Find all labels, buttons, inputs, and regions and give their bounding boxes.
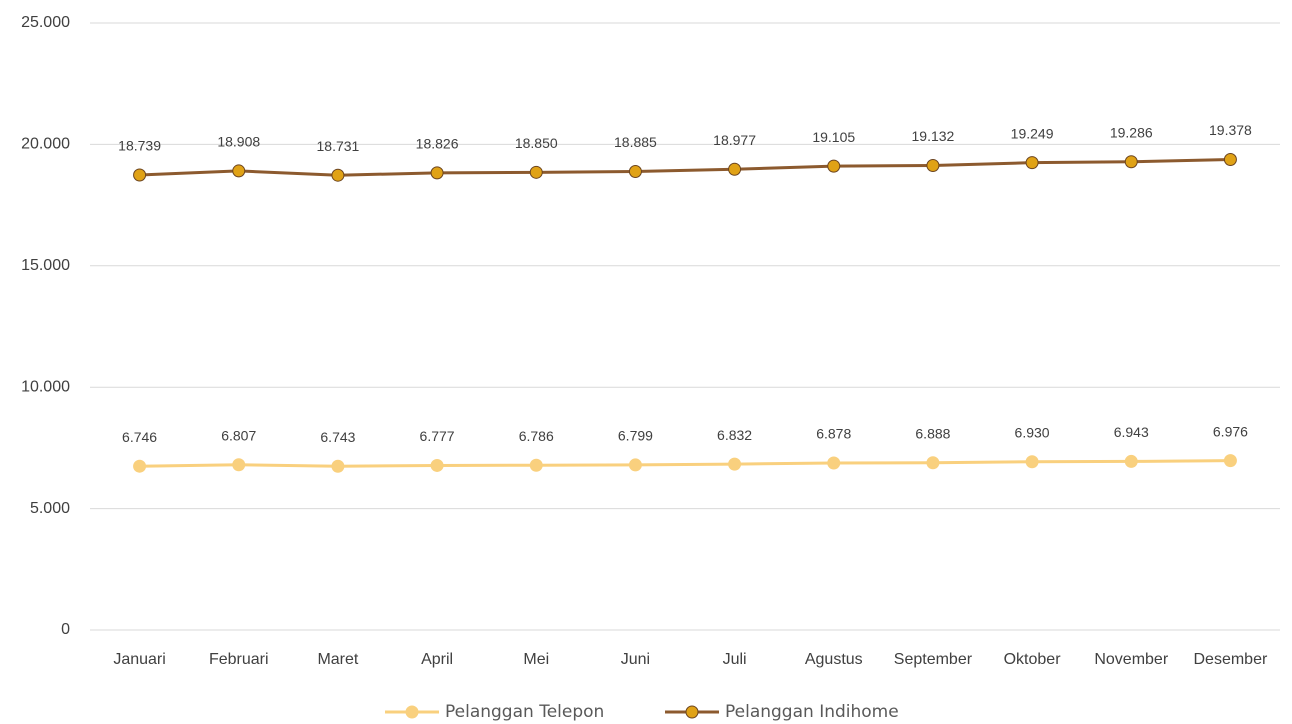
x-tick-label: Juli	[723, 651, 747, 668]
data-label: 6.930	[1015, 424, 1050, 440]
data-label: 18.850	[515, 135, 558, 151]
data-label: 6.743	[320, 429, 355, 445]
x-tick-label: Mei	[523, 651, 549, 668]
data-label: 6.878	[816, 426, 851, 442]
y-tick-label: 0	[61, 621, 70, 638]
point	[628, 164, 642, 178]
y-tick-label: 5.000	[30, 500, 70, 517]
data-label: 19.286	[1110, 124, 1153, 140]
x-tick-label: Desember	[1194, 651, 1268, 668]
x-tick-label: Januari	[113, 651, 165, 668]
legend-label: Pelanggan Indihome	[725, 702, 899, 722]
point	[628, 458, 642, 472]
x-tick-label: Maret	[317, 651, 358, 668]
data-label: 6.976	[1213, 423, 1248, 439]
data-label: 18.731	[317, 138, 360, 154]
point	[1124, 155, 1138, 169]
point	[133, 459, 147, 473]
data-label: 19.105	[812, 129, 855, 145]
point	[827, 159, 841, 173]
point	[1223, 153, 1237, 167]
x-tick-label: April	[421, 651, 453, 668]
data-label: 18.977	[713, 132, 756, 148]
data-label: 18.739	[118, 138, 161, 154]
point	[1223, 454, 1237, 468]
point	[529, 458, 543, 472]
x-tick-label: November	[1094, 651, 1168, 668]
point	[331, 168, 345, 182]
data-label: 18.826	[416, 136, 459, 152]
x-tick-label: Agustus	[805, 651, 863, 668]
data-label: 6.786	[519, 428, 554, 444]
point	[1025, 156, 1039, 170]
legend-marker	[685, 705, 699, 719]
data-label: 18.885	[614, 134, 657, 150]
point	[331, 459, 345, 473]
legend-label: Pelanggan Telepon	[445, 702, 604, 722]
series-line	[139, 158, 1231, 177]
data-label: 6.746	[122, 429, 157, 445]
point	[1025, 455, 1039, 469]
y-tick-label: 25.000	[21, 14, 70, 31]
point	[430, 166, 444, 180]
data-label: 18.908	[217, 134, 260, 150]
legend-marker	[405, 705, 419, 719]
point	[926, 158, 940, 172]
y-tick-label: 20.000	[21, 136, 70, 153]
data-label: 6.943	[1114, 424, 1149, 440]
point	[1124, 454, 1138, 468]
point	[827, 456, 841, 470]
x-tick-label: Juni	[621, 651, 650, 668]
x-tick-label: Februari	[209, 651, 269, 668]
point	[529, 165, 543, 179]
y-tick-label: 15.000	[21, 257, 70, 274]
data-label: 6.777	[420, 428, 455, 444]
point	[728, 162, 742, 176]
data-label: 6.888	[915, 425, 950, 441]
y-tick-label: 10.000	[21, 378, 70, 395]
data-label: 6.807	[221, 427, 256, 443]
data-label: 19.132	[912, 128, 955, 144]
series-line	[139, 459, 1231, 468]
point	[926, 456, 940, 470]
point	[430, 458, 444, 472]
x-tick-label: Oktober	[1004, 651, 1062, 668]
point	[232, 164, 246, 178]
x-tick-label: September	[894, 651, 973, 668]
data-label: 19.378	[1209, 122, 1252, 138]
data-label: 6.832	[717, 427, 752, 443]
point	[133, 168, 147, 182]
data-label: 19.249	[1011, 125, 1054, 141]
point	[728, 457, 742, 471]
data-label: 6.799	[618, 428, 653, 444]
point	[232, 458, 246, 472]
